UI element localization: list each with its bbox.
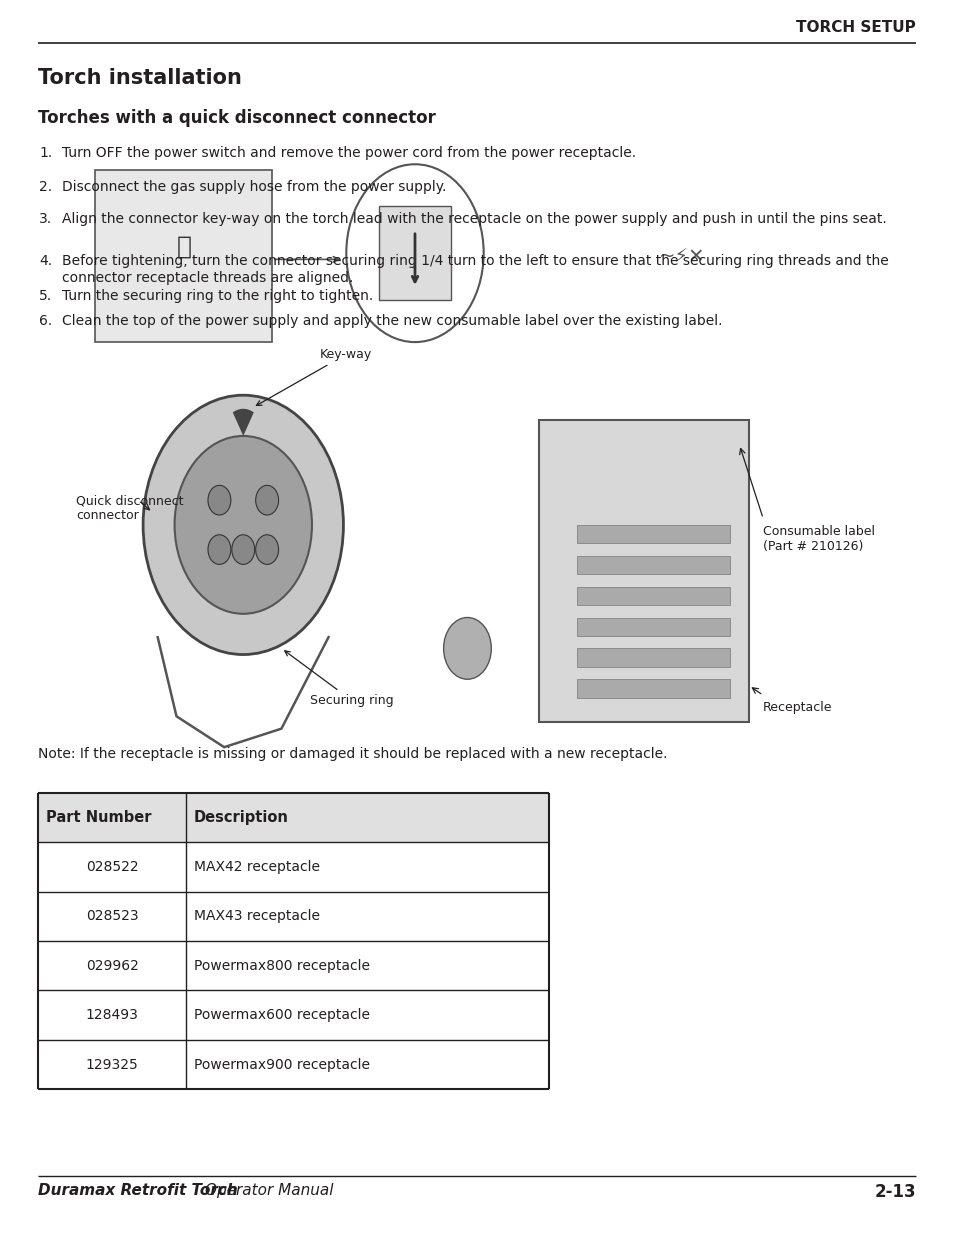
Text: Description: Description [193, 810, 288, 825]
Text: Turn the securing ring to the right to tighten.: Turn the securing ring to the right to t… [62, 289, 373, 303]
Text: TORCH SETUP: TORCH SETUP [795, 20, 915, 35]
Text: Torches with a quick disconnect connector: Torches with a quick disconnect connecto… [38, 109, 436, 127]
Text: Align the connector key-way on the torch lead with the receptacle on the power s: Align the connector key-way on the torch… [62, 212, 886, 226]
Circle shape [255, 485, 278, 515]
Text: 2.: 2. [39, 180, 52, 194]
Text: 2-13: 2-13 [873, 1183, 915, 1202]
FancyBboxPatch shape [577, 618, 729, 636]
Text: Powermax600 receptacle: Powermax600 receptacle [193, 1008, 369, 1023]
Text: Powermax800 receptacle: Powermax800 receptacle [193, 958, 369, 973]
FancyBboxPatch shape [577, 556, 729, 574]
Text: 129325: 129325 [86, 1057, 138, 1072]
Text: Quick disconnect
connector: Quick disconnect connector [76, 494, 184, 522]
Text: Key-way: Key-way [256, 348, 372, 405]
Text: Receptacle: Receptacle [762, 701, 832, 715]
Text: Consumable label
(Part # 210126): Consumable label (Part # 210126) [762, 525, 874, 553]
Text: 1.: 1. [39, 146, 52, 159]
Text: Torch installation: Torch installation [38, 68, 242, 88]
Text: 6.: 6. [39, 314, 52, 327]
Text: 5.: 5. [39, 289, 52, 303]
Text: Operator Manual: Operator Manual [205, 1183, 334, 1198]
Text: Before tightening, turn the connector securing ring 1/4 turn to the left to ensu: Before tightening, turn the connector se… [62, 254, 888, 284]
Circle shape [174, 436, 312, 614]
Circle shape [255, 535, 278, 564]
Text: MAX43 receptacle: MAX43 receptacle [193, 909, 319, 924]
FancyBboxPatch shape [95, 170, 272, 342]
FancyBboxPatch shape [378, 206, 451, 300]
Circle shape [443, 618, 491, 679]
Text: ⬛: ⬛ [176, 235, 192, 259]
Text: 028523: 028523 [86, 909, 138, 924]
FancyBboxPatch shape [38, 793, 548, 842]
Text: Powermax900 receptacle: Powermax900 receptacle [193, 1057, 369, 1072]
Text: 4.: 4. [39, 254, 52, 268]
FancyBboxPatch shape [577, 587, 729, 605]
Wedge shape [233, 409, 253, 436]
FancyBboxPatch shape [577, 525, 729, 543]
Text: Clean the top of the power supply and apply the new consumable label over the ex: Clean the top of the power supply and ap… [62, 314, 721, 327]
Text: Securing ring: Securing ring [285, 651, 394, 706]
Text: 028522: 028522 [86, 860, 138, 874]
Text: Part Number: Part Number [46, 810, 152, 825]
Circle shape [346, 164, 483, 342]
Text: MAX42 receptacle: MAX42 receptacle [193, 860, 319, 874]
Text: Disconnect the gas supply hose from the power supply.: Disconnect the gas supply hose from the … [62, 180, 446, 194]
Text: 128493: 128493 [86, 1008, 138, 1023]
Circle shape [208, 485, 231, 515]
Text: 029962: 029962 [86, 958, 138, 973]
FancyBboxPatch shape [577, 648, 729, 667]
Circle shape [208, 535, 231, 564]
Text: ~⚡✕: ~⚡✕ [659, 247, 704, 266]
Text: Turn OFF the power switch and remove the power cord from the power receptacle.: Turn OFF the power switch and remove the… [62, 146, 636, 159]
FancyBboxPatch shape [538, 420, 748, 722]
Text: Duramax Retrofit Torch: Duramax Retrofit Torch [38, 1183, 237, 1198]
Circle shape [232, 535, 254, 564]
Text: 3.: 3. [39, 212, 52, 226]
Text: Note: If the receptacle is missing or damaged it should be replaced with a new r: Note: If the receptacle is missing or da… [38, 747, 667, 761]
Circle shape [143, 395, 343, 655]
FancyBboxPatch shape [577, 679, 729, 698]
